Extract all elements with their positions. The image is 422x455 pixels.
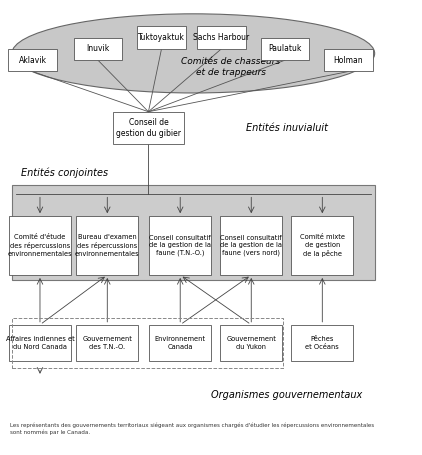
FancyBboxPatch shape	[292, 325, 353, 361]
Ellipse shape	[12, 14, 375, 93]
FancyBboxPatch shape	[9, 325, 71, 361]
Text: Inuvik: Inuvik	[87, 45, 110, 53]
FancyBboxPatch shape	[8, 49, 57, 71]
FancyBboxPatch shape	[149, 325, 211, 361]
FancyBboxPatch shape	[220, 325, 282, 361]
Text: Entités conjointes: Entités conjointes	[21, 168, 108, 178]
Text: Les représentants des gouvernements territoriaux siégeant aux organismes chargés: Les représentants des gouvernements terr…	[10, 422, 374, 435]
Text: Conseil consultatif
de la gestion de la
faune (T.N.-O.): Conseil consultatif de la gestion de la …	[149, 235, 211, 256]
Text: Gouvernement
du Yukon: Gouvernement du Yukon	[226, 336, 276, 349]
Text: Tuktoyaktuk: Tuktoyaktuk	[138, 33, 185, 42]
Text: Comité mixte
de gestion
de la pêche: Comité mixte de gestion de la pêche	[300, 234, 345, 257]
FancyBboxPatch shape	[197, 26, 246, 49]
Text: Affaires indiennes et
du Nord Canada: Affaires indiennes et du Nord Canada	[5, 336, 74, 349]
FancyBboxPatch shape	[220, 216, 282, 275]
Text: Holman: Holman	[334, 56, 363, 65]
FancyBboxPatch shape	[324, 49, 373, 71]
FancyBboxPatch shape	[12, 185, 375, 279]
FancyBboxPatch shape	[149, 216, 211, 275]
FancyBboxPatch shape	[73, 38, 122, 60]
Text: Gouvernement
des T.N.-O.: Gouvernement des T.N.-O.	[82, 336, 132, 349]
Text: Comités de chasseurs
et de trappeurs: Comités de chasseurs et de trappeurs	[181, 57, 280, 76]
FancyBboxPatch shape	[9, 216, 71, 275]
Text: Entités inuvialuit: Entités inuvialuit	[246, 123, 328, 133]
FancyBboxPatch shape	[76, 325, 138, 361]
FancyBboxPatch shape	[113, 112, 184, 144]
Text: Bureau d'examen
des répercussions
environnementales: Bureau d'examen des répercussions enviro…	[75, 234, 140, 257]
FancyBboxPatch shape	[261, 38, 309, 60]
Text: Conseil de
gestion du gibier: Conseil de gestion du gibier	[116, 118, 181, 138]
Text: Conseil consultatif
de la gestion de la
faune (vers nord): Conseil consultatif de la gestion de la …	[220, 235, 282, 256]
Text: Environnement
Canada: Environnement Canada	[155, 336, 206, 349]
FancyBboxPatch shape	[76, 216, 138, 275]
Text: Aklavik: Aklavik	[19, 56, 46, 65]
Text: Pêches
et Océans: Pêches et Océans	[306, 336, 339, 349]
Text: Organismes gouvernementaux: Organismes gouvernementaux	[211, 390, 362, 400]
FancyBboxPatch shape	[292, 216, 353, 275]
Text: Comité d'étude
des répercussions
environnementales: Comité d'étude des répercussions environ…	[8, 234, 72, 257]
Text: Sachs Harbour: Sachs Harbour	[193, 33, 249, 42]
FancyBboxPatch shape	[137, 26, 186, 49]
Text: Paulatuk: Paulatuk	[268, 45, 302, 53]
